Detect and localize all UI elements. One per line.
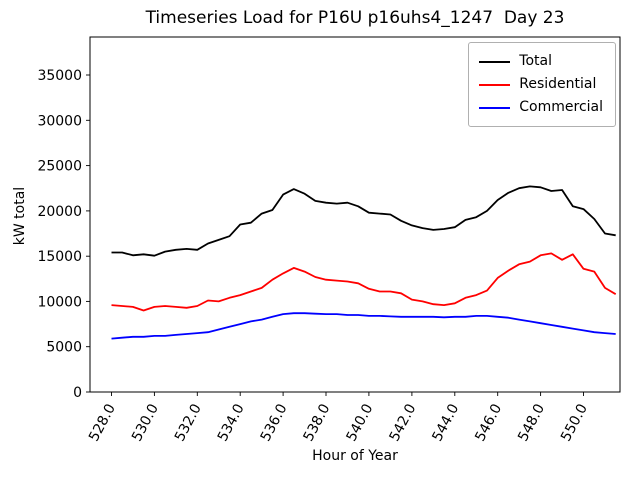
x-tick-label: 542.0 xyxy=(386,401,419,444)
series-line-commercial xyxy=(111,312,616,340)
series-line-total xyxy=(111,185,616,257)
x-axis-label: Hour of Year xyxy=(312,448,398,464)
y-tick-label: 35000 xyxy=(37,68,82,84)
x-tick-label: 528.0 xyxy=(86,401,119,444)
x-tick-label: 530.0 xyxy=(129,401,162,444)
x-tick-label: 538.0 xyxy=(301,401,334,444)
legend-line-commercial-icon xyxy=(479,106,511,109)
y-tick-label: 20000 xyxy=(37,204,82,220)
legend-item-residential: Residential xyxy=(479,73,603,96)
y-tick-label: 10000 xyxy=(37,294,82,310)
y-tick-label: 0 xyxy=(73,385,82,401)
x-tick-label: 534.0 xyxy=(215,401,248,444)
legend-line-total-icon xyxy=(479,60,511,63)
legend-item-total: Total xyxy=(479,50,603,73)
y-tick-label: 5000 xyxy=(46,340,82,356)
x-tick-label: 546.0 xyxy=(472,401,505,444)
axes-frame xyxy=(89,36,621,393)
legend: Total Residential Commercial xyxy=(468,42,616,127)
chart-title: Timeseries Load for P16U p16uhs4_1247 Da… xyxy=(145,8,565,28)
legend-label-total: Total xyxy=(519,53,552,69)
legend-line-residential-icon xyxy=(479,83,511,86)
y-tick-label: 15000 xyxy=(37,249,82,265)
x-tick-label: 532.0 xyxy=(172,401,205,444)
y-tick-label: 25000 xyxy=(37,159,82,175)
x-tick-label: 548.0 xyxy=(515,401,548,444)
y-axis-label: kW total xyxy=(12,186,28,246)
y-tick-label: 30000 xyxy=(37,113,82,129)
legend-item-commercial: Commercial xyxy=(479,96,603,119)
series-line-residential xyxy=(111,252,617,312)
x-tick-label: 550.0 xyxy=(558,401,591,444)
legend-label-commercial: Commercial xyxy=(519,99,603,115)
x-tick-label: 544.0 xyxy=(429,401,462,444)
x-tick-label: 540.0 xyxy=(343,401,376,444)
legend-label-residential: Residential xyxy=(519,76,597,92)
x-tick-label: 536.0 xyxy=(258,401,291,444)
